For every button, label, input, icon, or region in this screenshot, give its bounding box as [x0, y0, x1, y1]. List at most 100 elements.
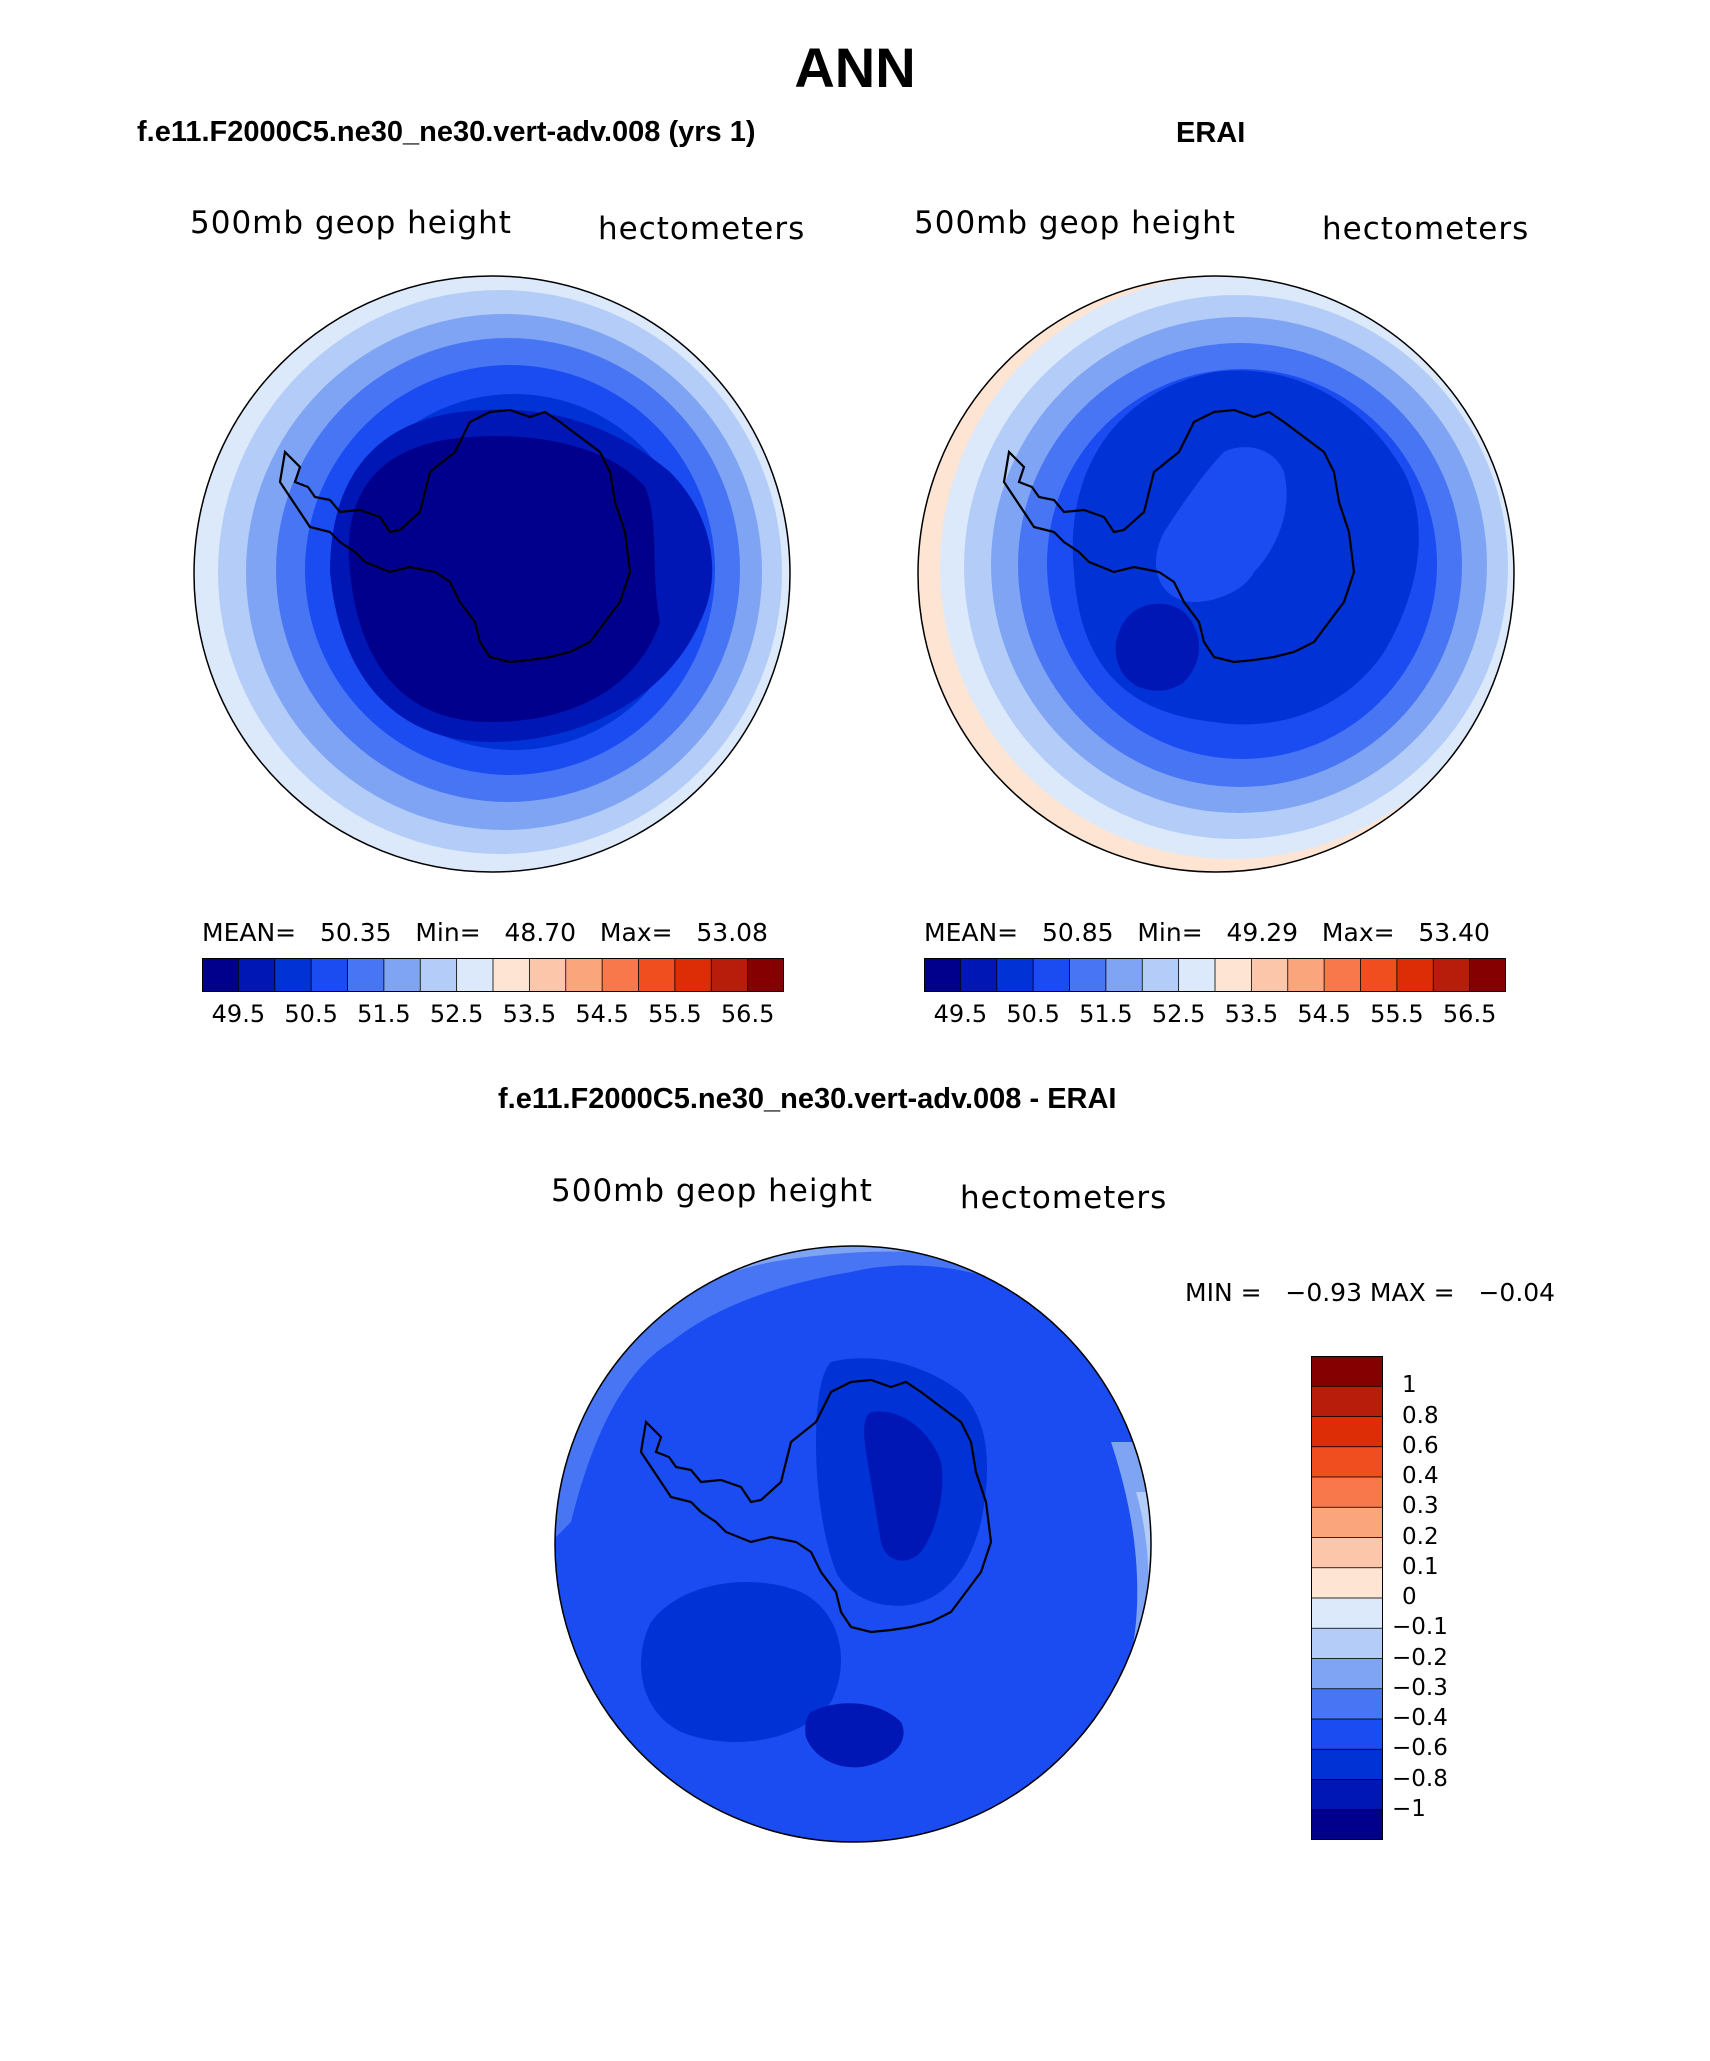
- diff-colorbar-tick-label: 0.1: [1402, 1553, 1439, 1580]
- obs-colorbar: [924, 958, 1506, 992]
- diff-colorbar-swatch: [1311, 1658, 1383, 1690]
- model-colorbar-swatch: [383, 958, 422, 992]
- model-colorbar-swatch: [674, 958, 713, 992]
- obs-colorbar-tick-label: 50.5: [1006, 1000, 1060, 1028]
- diff-colorbar-swatch: [1311, 1356, 1383, 1388]
- model-variable-label: 500mb geop height: [190, 205, 512, 241]
- diff-colorbar-tick-label: 0.2: [1402, 1523, 1439, 1550]
- model-colorbar-swatch: [492, 958, 531, 992]
- obs-antarctica-coastline: [1002, 408, 1356, 664]
- obs-colorbar-swatch: [1141, 958, 1180, 992]
- model-colorbar-swatch: [747, 958, 784, 992]
- diff-colorbar-swatch: [1311, 1416, 1383, 1448]
- obs-variable-label: 500mb geop height: [914, 205, 1236, 241]
- diff-colorbar-tick-label: 0: [1402, 1584, 1417, 1610]
- obs-units-label: hectometers: [1322, 211, 1530, 247]
- diff-band-7: [805, 1703, 904, 1768]
- diff-colorbar-swatch: [1311, 1537, 1383, 1569]
- diff-colorbar-swatch: [1311, 1597, 1383, 1630]
- diff-colorbar-swatch: [1311, 1809, 1383, 1840]
- model-colorbar-swatch: [528, 958, 567, 992]
- diff-colorbar-swatch: [1311, 1718, 1383, 1751]
- diff-colorbar-swatch: [1311, 1385, 1383, 1418]
- model-colorbar-swatch: [274, 958, 313, 992]
- page-title: ANN: [794, 36, 916, 99]
- obs-polar-map: [917, 275, 1515, 873]
- model-colorbar-tick-label: 50.5: [284, 1000, 338, 1028]
- diff-variable-label: 500mb geop height: [551, 1173, 873, 1209]
- obs-colorbar-tick-label: 55.5: [1370, 1000, 1424, 1028]
- diff-colorbar-swatch: [1311, 1567, 1383, 1599]
- obs-colorbar-swatch: [1250, 958, 1289, 992]
- diff-colorbar: [1311, 1356, 1383, 1840]
- obs-colorbar-tick-label: 51.5: [1079, 1000, 1133, 1028]
- diff-map-border: [554, 1245, 1152, 1843]
- obs-colorbar-swatch: [924, 958, 962, 992]
- diff-colorbar-tick-label: 0.4: [1402, 1463, 1439, 1489]
- model-colorbar-tick-label: 54.5: [575, 1000, 629, 1028]
- diff-colorbar-tick-label: −0.4: [1392, 1705, 1448, 1731]
- obs-colorbar-tick-label: 52.5: [1151, 1000, 1206, 1028]
- diff-colorbar-swatch: [1311, 1779, 1383, 1811]
- model-polar-map: [193, 275, 791, 873]
- model-band-8: [348, 436, 660, 722]
- diff-colorbar-tick-label: −1: [1392, 1795, 1426, 1822]
- model-colorbar-swatch: [347, 958, 385, 992]
- obs-colorbar-swatch: [1214, 958, 1253, 992]
- obs-colorbar-swatch: [1323, 958, 1362, 992]
- diff-colorbar-tick-label: −0.3: [1392, 1674, 1448, 1701]
- obs-colorbar-tick-label: 49.5: [933, 1000, 988, 1028]
- diff-band-5: [864, 1411, 943, 1561]
- obs-colorbar-swatch: [1178, 958, 1216, 992]
- diff-stats-text: MIN = −0.93 MAX = −0.04: [1185, 1278, 1556, 1307]
- model-colorbar-tick-label: 51.5: [357, 1000, 411, 1028]
- model-colorbar-swatch: [310, 958, 349, 992]
- model-antarctica-coastline: [278, 408, 632, 664]
- diff-colorbar-tick-label: 0.6: [1402, 1432, 1439, 1459]
- model-colorbar-swatch: [237, 958, 276, 992]
- obs-stats-text: MEAN= 50.85 Min= 49.29 Max= 53.40: [924, 918, 1490, 947]
- diff-band-6: [641, 1582, 841, 1742]
- diff-colorbar-tick-label: −0.2: [1392, 1644, 1448, 1671]
- diff-colorbar-tick-label: −0.6: [1392, 1735, 1448, 1762]
- obs-colorbar-swatch: [1432, 958, 1471, 992]
- diff-colorbar-tick-label: −0.8: [1392, 1765, 1448, 1792]
- diff-band-1: [555, 1246, 1151, 1542]
- diff-colorbar-tick-label: 0.8: [1402, 1402, 1439, 1429]
- model-colorbar-tick-label: 53.5: [502, 1000, 557, 1028]
- model-colorbar-swatch: [601, 958, 640, 992]
- diff-antarctica-coastline: [639, 1378, 993, 1634]
- obs-colorbar-swatch: [1287, 958, 1326, 992]
- model-map-border: [193, 275, 791, 873]
- obs-colorbar-tick-label: 54.5: [1297, 1000, 1351, 1028]
- diff-units-label: hectometers: [960, 1180, 1168, 1216]
- diff-colorbar-swatch: [1311, 1748, 1383, 1781]
- obs-colorbar-swatch: [1032, 958, 1071, 992]
- obs-colorbar-swatch: [1069, 958, 1107, 992]
- obs-colorbar-tick-label: 53.5: [1224, 1000, 1279, 1028]
- obs-colorbar-swatch: [1105, 958, 1144, 992]
- diff-colorbar-swatch: [1311, 1627, 1383, 1660]
- obs-map-border: [917, 275, 1515, 873]
- model-units-label: hectometers: [598, 211, 806, 247]
- model-colorbar-tick-label: 56.5: [720, 1000, 775, 1028]
- diff-colorbar-swatch: [1311, 1476, 1383, 1509]
- obs-colorbar-swatch: [1469, 958, 1506, 992]
- obs-low-center: [1115, 603, 1199, 691]
- model-colorbar-swatch: [419, 958, 458, 992]
- model-colorbar-swatch: [710, 958, 749, 992]
- diff-colorbar-tick-label: 0.3: [1402, 1493, 1439, 1520]
- obs-inner-ridge: [1155, 447, 1287, 602]
- obs-colorbar-swatch: [996, 958, 1035, 992]
- diff-panel-title: f.e11.F2000C5.ne30_ne30.vert-adv.008 - E…: [498, 1083, 1117, 1115]
- diff-colorbar-swatch: [1311, 1446, 1383, 1478]
- model-colorbar-tick-label: 55.5: [648, 1000, 702, 1028]
- obs-colorbar-swatch: [1396, 958, 1435, 992]
- model-colorbar-tick-label: 52.5: [429, 1000, 484, 1028]
- model-colorbar-swatch: [456, 958, 494, 992]
- obs-colorbar-tick-label: 56.5: [1442, 1000, 1497, 1028]
- model-colorbar-swatch: [638, 958, 676, 992]
- model-panel-title: f.e11.F2000C5.ne30_ne30.vert-adv.008 (yr…: [137, 116, 756, 148]
- model-stats-text: MEAN= 50.35 Min= 48.70 Max= 53.08: [202, 918, 768, 947]
- diff-polar-map: [554, 1245, 1152, 1843]
